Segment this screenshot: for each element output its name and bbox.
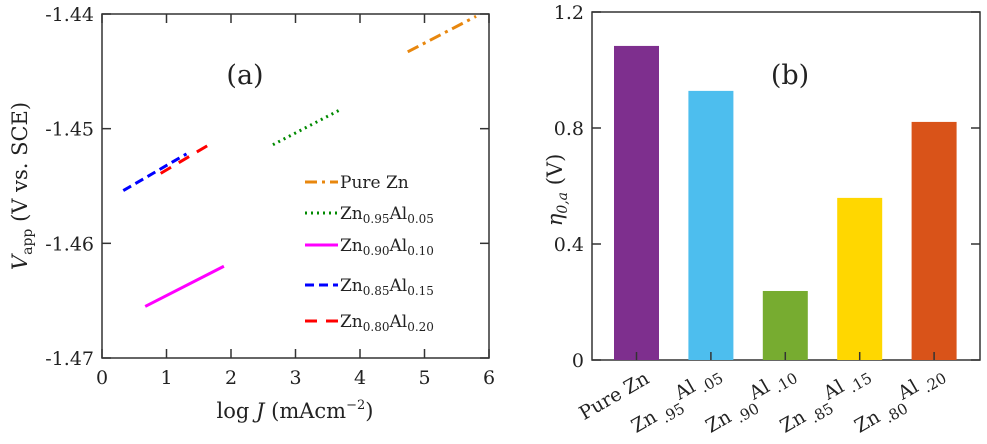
legend: Pure Zn Zn0.95Al0.05 Zn0.90Al0.10 Zn0.85Al0… — [305, 173, 434, 334]
legend-label: Pure Zn — [340, 173, 409, 193]
bar — [762, 290, 808, 360]
panel-label-b: (b) — [771, 60, 809, 91]
panel-a: 0 1 2 3 4 5 6 -1.47 -1.46 -1.45 -1.44 (a) Pure Zn Zn0… — [8, 4, 495, 423]
y-tick-label: 1.2 — [554, 2, 584, 24]
x-tick-label: 4 — [354, 367, 366, 389]
y-tick-label: -1.45 — [45, 119, 94, 141]
series-line — [122, 152, 188, 192]
panel-label-a: (a) — [226, 60, 263, 91]
bar — [837, 197, 883, 360]
legend-item: Zn0.85Al0.15 — [305, 276, 434, 298]
legend-label: Zn0.95Al0.05 — [340, 204, 434, 226]
x-tick-label: 1 — [160, 367, 172, 389]
y-tick-label: 0 — [572, 350, 584, 372]
legend-item: Zn0.95Al0.05 — [305, 204, 434, 226]
bar — [614, 45, 659, 361]
y-tick-label: 0.4 — [554, 234, 584, 256]
y-tick-label: -1.47 — [45, 348, 94, 370]
x-tick-label: 6 — [483, 367, 495, 389]
x-tick-label: 0 — [96, 367, 108, 389]
y-tick-label: -1.44 — [45, 4, 94, 26]
series-line — [159, 139, 216, 175]
series-line — [144, 264, 225, 308]
x-tick-label: 2 — [225, 367, 237, 389]
axes-box-a — [101, 13, 490, 359]
bar — [688, 90, 734, 360]
legend-label: Zn0.90Al0.10 — [340, 236, 434, 258]
bar — [911, 121, 957, 360]
legend-label: Zn0.80Al0.20 — [340, 312, 434, 334]
y-tick-label: 0.8 — [554, 118, 584, 140]
series-line — [407, 14, 477, 54]
legend-item: Pure Zn — [305, 173, 409, 193]
x-tick-label: 5 — [418, 367, 430, 389]
y-tick-label: -1.46 — [45, 233, 94, 255]
x-tick-label: 3 — [289, 367, 301, 389]
y-axis-label: Vapp (V vs. SCE) — [8, 102, 36, 270]
legend-item: Zn0.90Al0.10 — [305, 236, 434, 258]
legend-label: Zn0.85Al0.15 — [340, 276, 434, 298]
x-axis-label: log J (mAcm−2) — [217, 398, 374, 423]
series-line — [272, 107, 342, 147]
y-axis-label-b: η0,a (V) — [543, 154, 571, 227]
legend-item: Zn0.80Al0.20 — [305, 312, 434, 334]
